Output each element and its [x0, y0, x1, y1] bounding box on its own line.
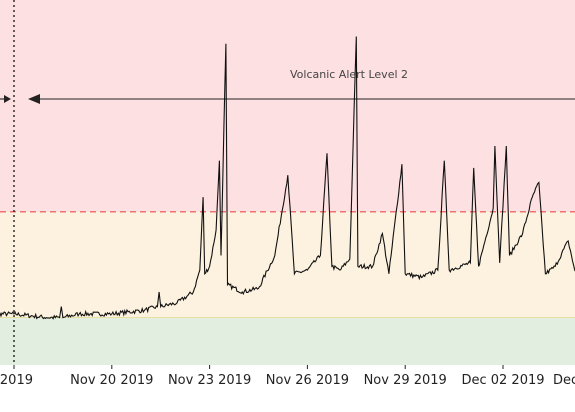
alert-arrow-head	[28, 94, 40, 104]
x-tick-label: Nov 29 2019	[364, 373, 447, 388]
alert-annotation-arrows	[0, 94, 575, 104]
alert-level-bands	[0, 0, 575, 365]
x-tick-label: Nov 20 2019	[70, 373, 153, 388]
x-axis-ticks: 2019 Nov 20 2019 Nov 23 2019 Nov 26 2019 Nov…	[0, 365, 575, 388]
alert-level-label: Volcanic Alert Level 2	[290, 68, 408, 81]
series-line	[0, 36, 575, 320]
x-tick-label: Nov 26 2019	[266, 373, 349, 388]
x-tick-label: Dec 02 2019	[461, 373, 544, 388]
alert-band-low	[0, 317, 575, 365]
x-tick-label: 2019	[0, 373, 33, 388]
previous-alert-arrow-head	[4, 95, 11, 103]
x-tick-label: Nov 23 2019	[168, 373, 251, 388]
x-tick-label: Dec	[553, 373, 575, 388]
